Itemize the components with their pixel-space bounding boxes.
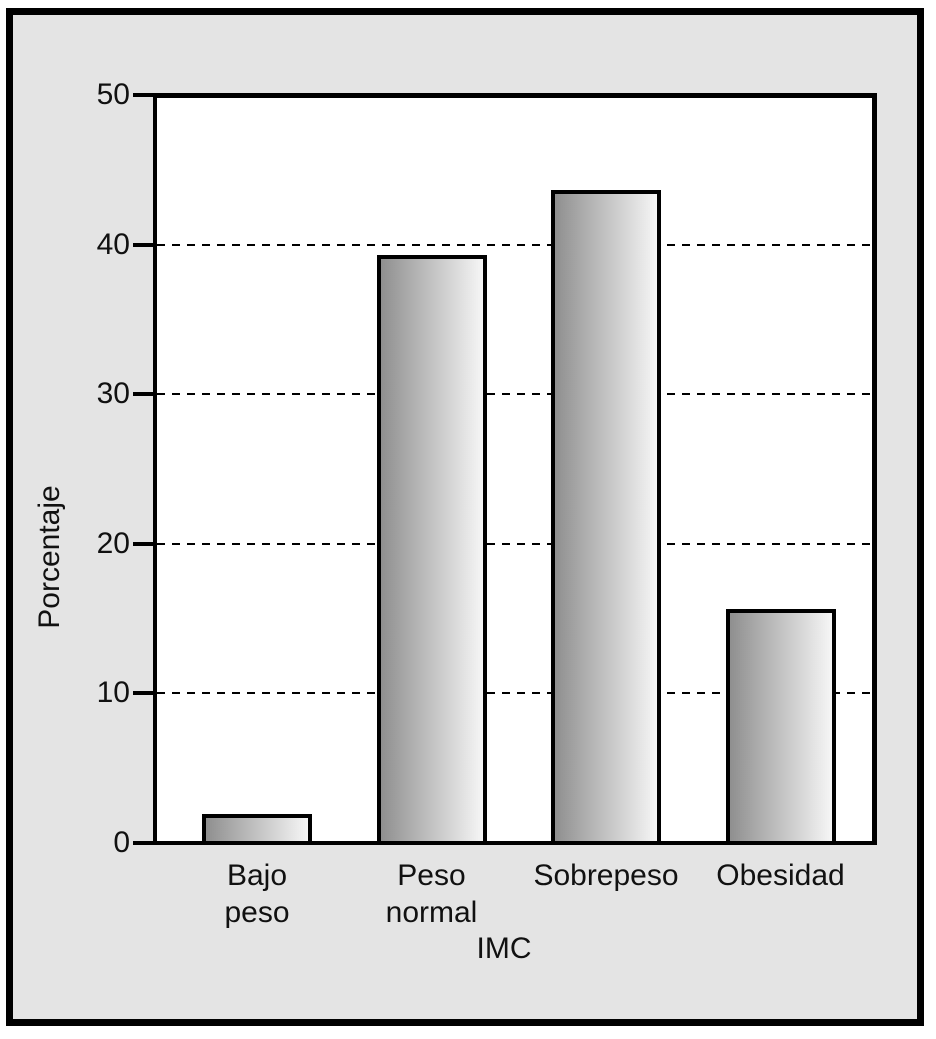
x-category-label: Peso normal	[337, 857, 527, 931]
y-gridline	[157, 692, 872, 695]
bar	[202, 814, 312, 845]
y-tick-label: 10	[96, 676, 130, 710]
y-gridline	[157, 393, 872, 396]
y-gridline	[157, 542, 872, 545]
y-tick	[133, 841, 153, 845]
x-category-label-line: Sobrepeso	[533, 859, 679, 892]
y-tick	[133, 93, 153, 97]
x-category-label-line: Bajo	[226, 859, 288, 892]
chart-canvas: 0 10 20 30 40 50 Bajo peso Peso normal Sobrepeso O…	[13, 15, 917, 1019]
x-category-label-line: Peso	[397, 859, 466, 892]
x-category-label-line: normal	[385, 896, 478, 929]
x-axis-line	[153, 841, 877, 845]
y-axis-line	[153, 93, 157, 845]
y-tick	[133, 392, 153, 397]
plot-border-top	[153, 93, 877, 98]
y-tick	[133, 541, 153, 546]
x-category-label: Bajo peso	[162, 857, 352, 931]
y-gridline	[157, 243, 872, 246]
x-category-label-line: Obesidad	[716, 859, 845, 892]
y-tick-label: 40	[96, 227, 130, 261]
x-category-label: Sobrepeso	[511, 857, 701, 894]
x-category-label-line: peso	[224, 896, 290, 929]
bar	[376, 254, 487, 845]
y-axis-title: Porcentaje	[32, 392, 68, 722]
x-axis-title: IMC	[476, 932, 532, 965]
figure-frame: 0 10 20 30 40 50 Bajo peso Peso normal Sobrepeso O…	[6, 8, 924, 1026]
y-tick-label: 50	[96, 78, 130, 111]
bar	[551, 190, 661, 845]
y-tick-label: 30	[96, 377, 130, 411]
x-category-label: Obesidad	[686, 857, 876, 894]
y-tick	[133, 242, 153, 247]
y-tick-label: 20	[96, 526, 130, 560]
plot-border-right	[872, 93, 877, 841]
bar	[725, 609, 836, 845]
y-axis-title-text: Porcentaje	[33, 485, 66, 629]
y-tick	[133, 691, 153, 696]
y-tick-label: 0	[113, 826, 130, 859]
